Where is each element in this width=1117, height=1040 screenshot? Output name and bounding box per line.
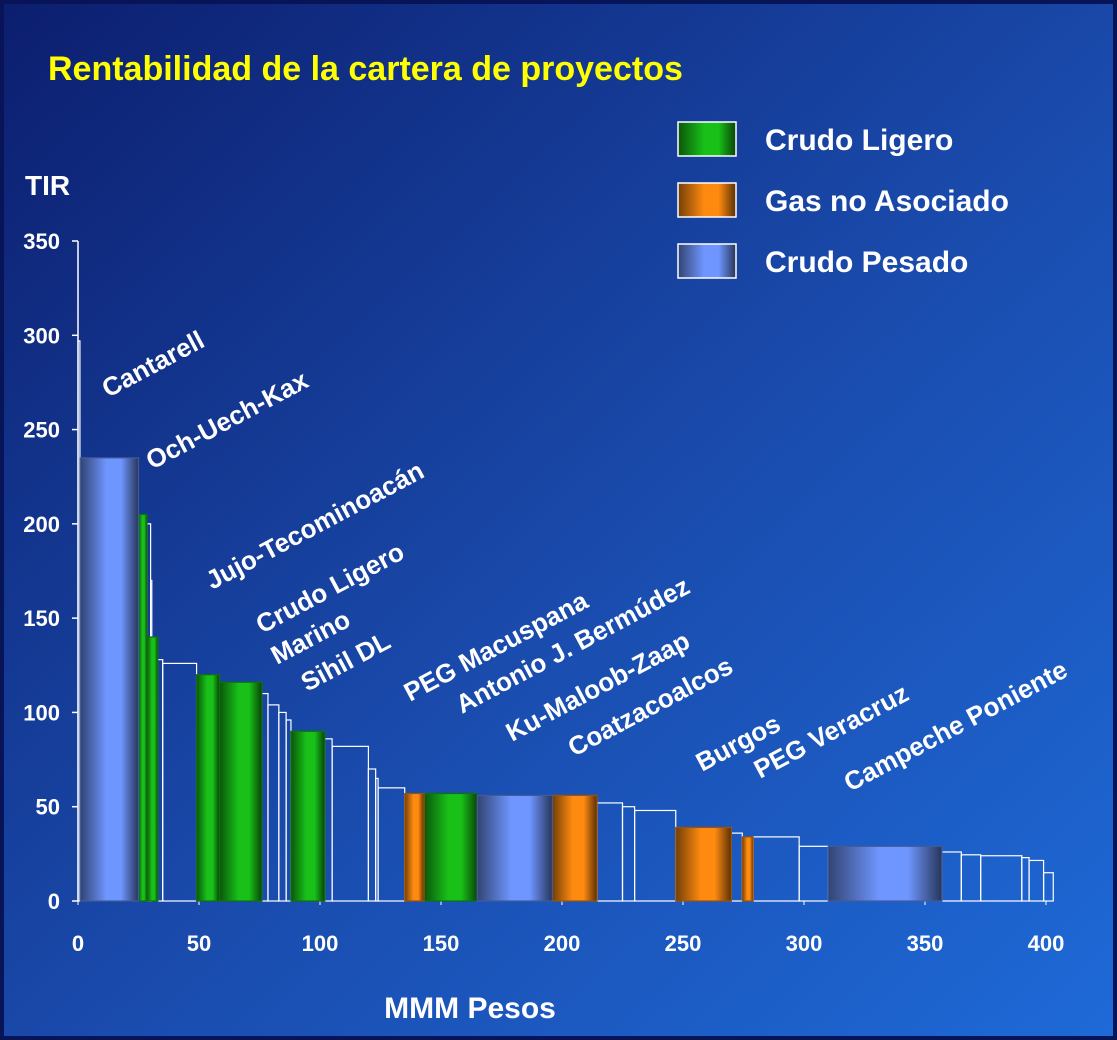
- x-tick-label: 350: [907, 931, 944, 956]
- y-tick-label: 350: [23, 229, 60, 254]
- bar: [1042, 872, 1054, 902]
- bar: [137, 513, 148, 902]
- bar: [146, 636, 159, 902]
- bar: [476, 794, 553, 902]
- bar: [290, 730, 326, 902]
- bar: [79, 457, 140, 902]
- y-tick-label: 150: [23, 606, 60, 631]
- bar: [675, 826, 732, 902]
- chart-title: Rentabilidad de la cartera de proyectos: [48, 50, 683, 88]
- y-tick-label: 100: [23, 700, 60, 725]
- bar: [827, 845, 943, 902]
- legend-label: Crudo Pesado: [765, 246, 968, 279]
- bar: [404, 792, 425, 902]
- legend-swatch: [677, 121, 737, 157]
- legend-swatch: [677, 182, 737, 218]
- y-tick-label: 300: [23, 323, 60, 348]
- y-tick-label: 50: [36, 795, 60, 820]
- y-axis-label: TIR: [25, 170, 70, 201]
- x-tick-label: 50: [187, 931, 211, 956]
- bar: [195, 674, 221, 902]
- legend-swatch: [677, 243, 737, 279]
- bar: [551, 794, 598, 902]
- x-tick-label: 0: [72, 931, 84, 956]
- x-tick-label: 100: [302, 931, 339, 956]
- x-tick-label: 300: [786, 931, 823, 956]
- x-axis-label: MMM Pesos: [384, 992, 556, 1025]
- bar: [218, 681, 263, 902]
- legend-label: Crudo Ligero: [765, 124, 953, 157]
- y-tick-label: 250: [23, 418, 60, 443]
- bar: [741, 836, 754, 902]
- x-tick-label: 150: [423, 931, 460, 956]
- y-tick-label: 0: [48, 889, 60, 914]
- bar: [423, 792, 478, 902]
- legend-label: Gas no Asociado: [765, 185, 1009, 218]
- x-tick-label: 400: [1028, 931, 1065, 956]
- x-tick-label: 250: [665, 931, 702, 956]
- x-tick-label: 200: [544, 931, 581, 956]
- y-tick-label: 200: [23, 512, 60, 537]
